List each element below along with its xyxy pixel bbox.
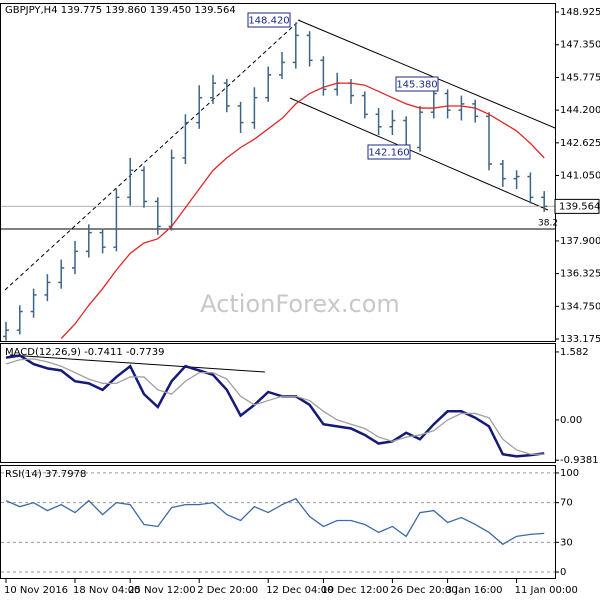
divergence-line: [9, 354, 266, 373]
y-tick-label: 30: [560, 537, 573, 548]
annotation-box: [367, 144, 411, 160]
y-tick-label: 147.350: [560, 40, 600, 51]
rsi-title: RSI(14) 37.7978: [5, 469, 86, 480]
y-tick-label: 141.050: [560, 171, 600, 182]
annotation: 148.420: [248, 16, 289, 27]
series-line: [5, 497, 545, 546]
annotation-box: [395, 76, 439, 92]
series-line: [60, 82, 545, 339]
y-tick-label: 70: [560, 498, 573, 509]
x-tick-label: 19 Dec 12:00: [321, 585, 388, 596]
chart-title: GBPJPY,H4 139.775 139.860 139.450 139.56…: [5, 5, 236, 16]
channel-upper: [297, 19, 556, 129]
y-tick-label: 0.00: [560, 415, 582, 426]
y-tick-label: 142.625: [560, 138, 600, 149]
x-tick-label: 18 Nov 04:00: [73, 585, 140, 596]
y-tick-label: 133.175: [560, 334, 600, 345]
x-tick-label: 26 Dec 20:00: [390, 585, 457, 596]
x-tick-label: 12 Dec 04:00: [266, 585, 333, 596]
y-tick-label: 148.925: [560, 7, 600, 18]
y-tick-label: 134.750: [560, 301, 600, 312]
y-tick-label: 136.325: [560, 269, 600, 280]
trend-line: [4, 19, 301, 291]
x-tick-label: 2 Dec 20:00: [197, 585, 258, 596]
x-tick-label: 11 Jan 00:00: [515, 585, 578, 596]
y-tick-label: 0: [560, 567, 566, 578]
y-tick-label: -0.9381: [560, 455, 599, 466]
last-price-label: 139.564: [559, 201, 600, 212]
rsi-frame: [0, 465, 556, 579]
price-frame: [0, 3, 556, 342]
x-tick-label: 10 Nov 2016: [4, 585, 68, 596]
annotation: 38.2: [538, 219, 558, 229]
annotation: 142.160: [368, 148, 409, 159]
channel-lower: [289, 97, 549, 211]
annotation: 145.380: [396, 80, 437, 91]
macd-title: MACD(12,26,9) -0.7411 -0.7739: [5, 347, 165, 358]
series-line: [5, 354, 545, 458]
macd-frame: [0, 343, 556, 463]
watermark: ActionForex.com: [200, 290, 400, 318]
y-tick-label: 100: [560, 468, 579, 479]
y-tick-label: 145.775: [560, 72, 600, 83]
last-price-box: [554, 198, 600, 214]
annotation-box: [247, 12, 291, 28]
x-tick-label: 3 Jan 16:00: [446, 585, 503, 596]
y-tick-label: 144.200: [560, 105, 600, 116]
y-tick-label: 1.582: [560, 347, 589, 358]
series-line: [5, 358, 545, 455]
y-tick-label: 137.900: [560, 236, 600, 247]
x-tick-label: 25 Nov 12:00: [128, 585, 195, 596]
